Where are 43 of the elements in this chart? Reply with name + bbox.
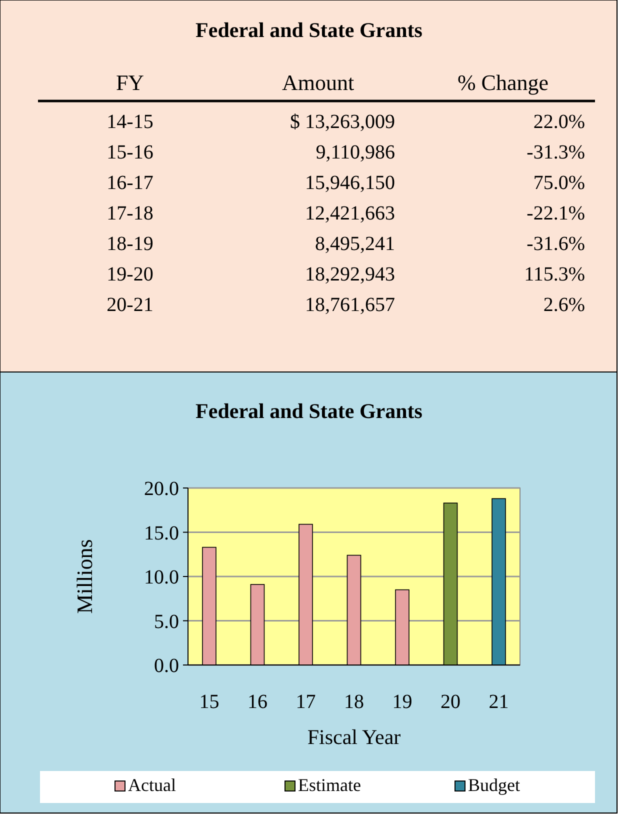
x-tick-label: 15 <box>199 691 220 713</box>
text: % Change <box>457 70 549 95</box>
data-label: 9,110,986 <box>316 142 395 164</box>
category-label: 15-16 <box>106 142 154 164</box>
x-tick-label: 21 <box>488 691 509 713</box>
y-axis-title: Millions <box>72 539 97 614</box>
series-label: Amount <box>282 70 354 95</box>
x-tick-label: 16 <box>247 691 268 713</box>
data-label: 2.6% <box>543 294 585 316</box>
category-label: 17-18 <box>106 202 154 224</box>
chart-title: Federal and State Grants <box>196 399 422 423</box>
x-axis-title: Fiscal Year <box>307 725 401 749</box>
data-label: -31.3% <box>526 142 585 164</box>
category-label: 18-19 <box>106 233 154 255</box>
x-tick-label: 19 <box>392 691 412 713</box>
category-label: 14-15 <box>106 111 154 133</box>
data-label: 22.0% <box>533 111 585 133</box>
data-label: 115.3% <box>524 264 585 286</box>
y-tick-label: 0.0 <box>154 655 179 677</box>
data-label: 15,946,150 <box>305 172 395 194</box>
legend-label: Budget <box>468 775 520 795</box>
category-label: 16-17 <box>106 172 154 194</box>
data-label: 8,495,241 <box>315 233 395 255</box>
y-tick-label: 20.0 <box>144 478 179 500</box>
data-label: 12,421,663 <box>305 202 395 224</box>
category-label: 19-20 <box>106 264 154 286</box>
data-label: -22.1% <box>526 202 585 224</box>
text: Federal and State Grants <box>196 18 422 42</box>
x-tick-label: 18 <box>344 691 364 713</box>
legend-label: Estimate <box>298 775 361 795</box>
x-tick-label: 20 <box>440 691 461 713</box>
data-label: 75.0% <box>533 172 585 194</box>
data-label: 18,292,943 <box>305 264 395 286</box>
x-tick-label: 17 <box>296 691 316 713</box>
y-tick-label: 15.0 <box>144 522 179 544</box>
y-tick-label: 10.0 <box>144 566 179 588</box>
legend-label: Actual <box>128 775 176 795</box>
text: FY <box>116 70 144 95</box>
data-label: -31.6% <box>526 233 585 255</box>
data-label: $ 13,263,009 <box>290 111 395 133</box>
y-tick-label: 5.0 <box>154 610 179 633</box>
category-label: 20-21 <box>106 294 154 316</box>
data-label: 18,761,657 <box>305 294 395 316</box>
